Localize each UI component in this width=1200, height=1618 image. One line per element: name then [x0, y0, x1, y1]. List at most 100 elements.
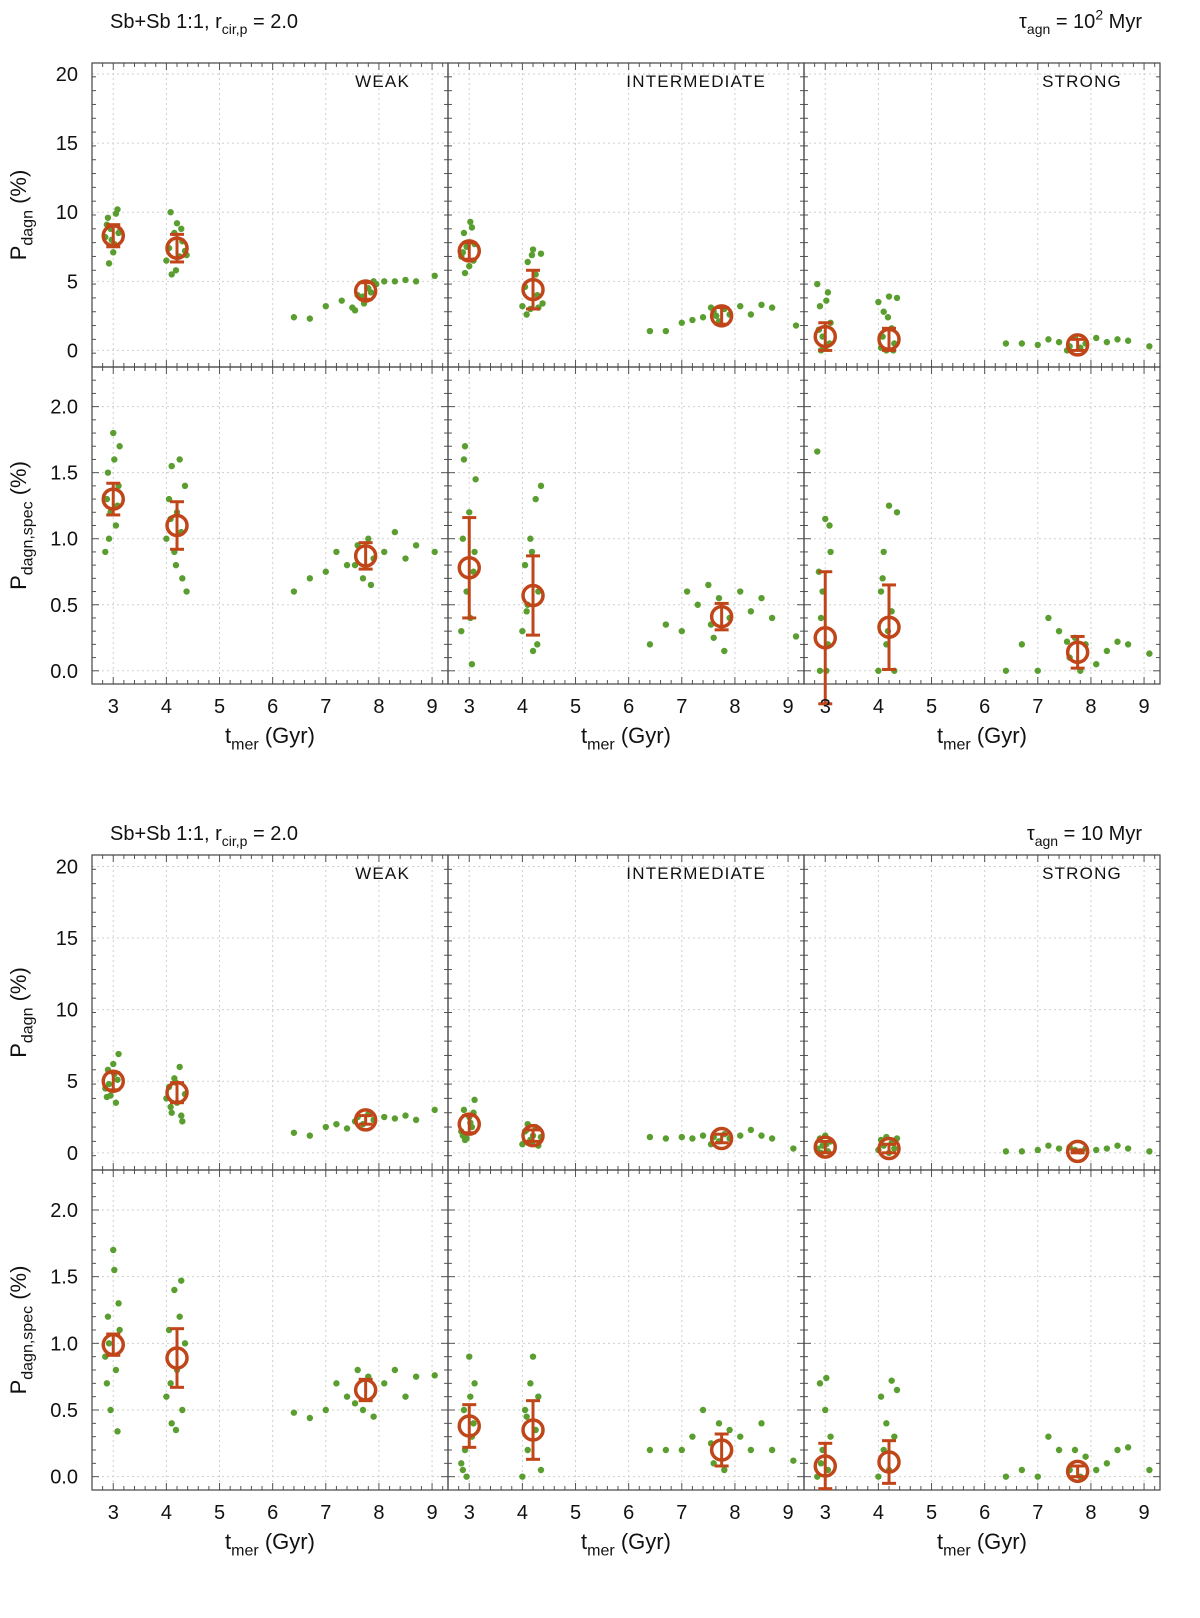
data-point: [527, 1380, 534, 1387]
data-point: [875, 1473, 882, 1480]
y-tick-label: 20: [56, 856, 78, 878]
data-point: [105, 1340, 113, 1347]
data-point: [537, 250, 545, 257]
y-axis-label: Pdagn (%): [6, 967, 37, 1058]
data-point: [460, 1406, 468, 1414]
data-point: [468, 224, 476, 231]
data-point: [114, 206, 121, 213]
text-span: τ: [1027, 823, 1035, 845]
data-point: [537, 1466, 545, 1474]
panel-frame: [803, 62, 1161, 368]
data-point: [1114, 1446, 1121, 1454]
text-span: t: [581, 723, 587, 748]
data-point: [1103, 1145, 1111, 1152]
data-point: [662, 327, 670, 335]
x-tick-label: 5: [570, 1502, 581, 1524]
data-point: [523, 1413, 530, 1420]
data-point: [333, 1380, 340, 1387]
data-point: [1124, 641, 1132, 648]
x-tick-label: 5: [570, 696, 581, 718]
data-point: [689, 1433, 696, 1440]
data-point: [333, 1120, 340, 1128]
data-point: [179, 1406, 186, 1414]
data-point: [758, 1132, 765, 1139]
text-span: dagn: [20, 210, 37, 246]
data-point: [102, 548, 109, 556]
x-tick-label: 3: [820, 1502, 831, 1524]
data-point: [112, 1366, 120, 1374]
data-point: [103, 1093, 111, 1101]
mean-marker: [521, 277, 545, 302]
text-span: mer: [943, 1543, 971, 1560]
data-point: [1093, 660, 1100, 668]
y-tick-label: 1.0: [50, 1333, 78, 1355]
text-span: P: [6, 1380, 31, 1395]
text-span: Myr: [1103, 11, 1142, 33]
mean-marker: [165, 236, 189, 260]
panel-intermediate-row2: 3 4 5 6 7 8 9 tmer (Gyr): [447, 1169, 805, 1560]
data-point: [747, 1446, 755, 1454]
x-axis-label: tmer (Gyr): [937, 723, 1027, 754]
data-point: [792, 633, 800, 640]
data-point: [116, 443, 123, 450]
x-tick-label: 6: [623, 1502, 634, 1524]
data-point: [105, 260, 113, 267]
text-span: (Gyr): [615, 723, 671, 748]
text-span: (Gyr): [259, 1529, 315, 1554]
x-tick-label: 4: [161, 1502, 172, 1524]
data-point: [827, 548, 834, 556]
mean-marker: [165, 1080, 189, 1105]
x-tick-label: 4: [517, 696, 528, 718]
column-label: WEAK: [355, 72, 410, 91]
data-point: [527, 535, 534, 542]
data-point: [1114, 336, 1121, 343]
data-point: [163, 257, 170, 264]
data-point: [179, 1118, 186, 1125]
data-point: [178, 1112, 185, 1119]
data-point: [103, 1380, 111, 1387]
data-point: [816, 303, 824, 310]
data-point: [290, 1129, 298, 1136]
text-span: Sb+Sb 1:1, r: [110, 11, 222, 33]
x-tick-label: 8: [1085, 1502, 1096, 1524]
data-point: [322, 1123, 329, 1131]
data-point: [523, 608, 530, 615]
text-span: τ: [1019, 11, 1027, 33]
data-point: [471, 1096, 478, 1104]
data-point: [699, 1406, 707, 1414]
panel-strong-row1: STRONG: [803, 62, 1161, 368]
data-point: [1055, 1145, 1063, 1152]
x-axis-label: tmer (Gyr): [225, 723, 315, 754]
column-label: STRONG: [1042, 864, 1122, 883]
data-point: [884, 314, 892, 321]
text-span: = 2.0: [247, 823, 298, 845]
data-point: [111, 456, 118, 463]
data-point: [338, 297, 345, 304]
panel-frame: [91, 1169, 449, 1491]
data-point: [1146, 1466, 1153, 1474]
x-tick-label: 6: [623, 696, 634, 718]
mean-marker: [709, 304, 734, 328]
data-point: [351, 1400, 359, 1407]
x-tick-label: 8: [729, 696, 740, 718]
data-point: [470, 568, 477, 575]
y-tick-label: 5: [67, 1071, 78, 1093]
data-point: [823, 297, 830, 304]
text-span: P: [6, 1043, 31, 1058]
data-point: [172, 267, 180, 274]
data-point: [306, 1132, 314, 1139]
data-point: [1146, 343, 1153, 350]
panel-frame: [91, 62, 449, 368]
panel-weak-row2: 3 4 5 6 7 8 9 tmer (Gyr): [91, 1169, 449, 1560]
data-point: [768, 1446, 776, 1454]
x-tick-label: 4: [517, 1502, 528, 1524]
data-point: [888, 1377, 895, 1384]
y-tick-label: 0.0: [50, 1467, 78, 1489]
data-point: [1146, 1148, 1153, 1155]
data-point: [893, 294, 901, 302]
data-point: [168, 1420, 175, 1427]
data-point: [412, 1373, 420, 1380]
data-point: [737, 1433, 744, 1440]
data-point: [1124, 1444, 1132, 1451]
data-point: [891, 1433, 898, 1440]
